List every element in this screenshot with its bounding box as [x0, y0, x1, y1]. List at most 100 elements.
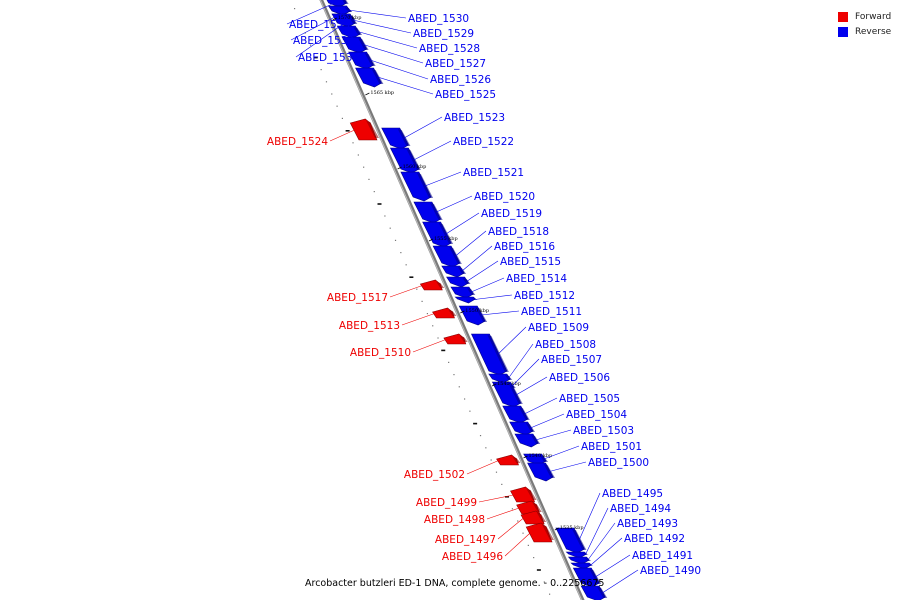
gene-block	[525, 522, 555, 543]
gene-label: ABED_1508	[535, 339, 596, 351]
gene-label: ABED_1526	[430, 74, 491, 86]
position-dot	[527, 544, 529, 546]
gene-label: ABED_1509	[528, 322, 589, 334]
gene-label: ABED_1500	[588, 457, 649, 469]
leader-line	[370, 59, 429, 80]
leader-line	[478, 494, 514, 503]
gene-block	[470, 333, 509, 376]
leader-line	[352, 19, 412, 34]
position-dot	[345, 130, 350, 132]
gene-label: ABED_1510	[350, 347, 411, 359]
gene-label: ABED_1524	[267, 136, 328, 148]
legend-reverse-label: Reverse	[855, 26, 892, 37]
gene-features	[326, 0, 608, 600]
leader-line	[578, 492, 601, 541]
kbp-tick: 1555 kbp	[428, 236, 458, 242]
position-dot	[533, 557, 535, 559]
gene-block	[443, 333, 468, 345]
gene-label: ABED_1522	[453, 136, 514, 148]
leader-line	[481, 310, 520, 316]
gene-block	[509, 421, 535, 436]
leader-line	[403, 116, 443, 139]
gene-block	[496, 454, 521, 466]
position-dot	[448, 361, 450, 363]
gene-label: ABED_1498	[424, 514, 485, 526]
leader-line	[515, 376, 548, 396]
gene-label: ABED_1516	[494, 241, 555, 253]
gene-label: ABED_1533	[289, 19, 350, 31]
position-dot	[453, 374, 455, 376]
reverse-swatch	[838, 26, 848, 37]
kbp-tick-label: 1545 kbp	[497, 381, 521, 387]
gene-label: ABED_1528	[419, 43, 480, 55]
position-dot	[469, 410, 471, 412]
gene-block	[331, 13, 358, 28]
leader-line	[535, 429, 572, 441]
gene-block	[520, 510, 547, 525]
position-dot	[517, 520, 519, 522]
gene-label: ABED_1523	[444, 112, 505, 124]
kbp-tick: 1540 kbp	[523, 453, 552, 459]
position-dot	[458, 386, 460, 388]
leader-line	[587, 522, 616, 561]
gene-label: ABED_1513	[339, 320, 400, 332]
gene-label: ABED_1503	[573, 425, 634, 437]
leader-line	[295, 17, 353, 58]
position-dot	[479, 435, 482, 437]
forward-swatch	[838, 11, 848, 22]
gene-label: ABED_1530	[408, 13, 469, 25]
leader-line	[461, 245, 493, 272]
gene-block	[502, 405, 530, 424]
gene-label: ABED_1520	[474, 191, 535, 203]
kbp-tick-label: 1565 kbp	[370, 90, 394, 96]
leader-line	[413, 140, 452, 161]
leader-line	[389, 285, 423, 298]
position-dot	[336, 105, 338, 107]
genome-caption: Arcobacter butzleri ED-1 DNA, complete g…	[305, 578, 605, 589]
gene-label: ABED_1505	[559, 393, 620, 405]
gene-label: ABED_1507	[541, 354, 602, 366]
leader-line	[424, 171, 462, 187]
gene-label: ABED_1501	[581, 441, 642, 453]
position-dot	[549, 593, 551, 595]
leader-line	[508, 343, 534, 379]
legend-forward-label: Forward	[855, 11, 892, 22]
position-dot	[490, 459, 492, 461]
kbp-tick: 1560 kbp	[397, 164, 426, 170]
leader-line	[377, 76, 434, 95]
gene-block	[570, 562, 594, 570]
gene-block	[432, 245, 462, 268]
gene-label: ABED_1492	[624, 533, 685, 545]
position-dot	[377, 203, 382, 205]
legend-forward: Forward	[838, 9, 891, 24]
gene-label: ABED_1504	[566, 409, 627, 421]
leader-line	[474, 294, 513, 300]
gene-label: ABED_1519	[481, 208, 542, 220]
leader-line	[357, 31, 418, 49]
gene-label: ABED_1490	[640, 565, 701, 577]
gene-block	[355, 67, 384, 88]
gene-block	[381, 127, 411, 150]
leader-line	[286, 0, 343, 25]
gene-block	[450, 286, 476, 299]
position-dot	[501, 483, 503, 485]
kbp-tick: 1570 kbp	[332, 15, 361, 21]
position-dot	[299, 20, 301, 22]
gene-label: ABED_1518	[488, 226, 549, 238]
genome-backbone	[319, 0, 585, 600]
leader-line	[329, 129, 355, 142]
position-dot	[309, 44, 312, 46]
position-dot	[409, 276, 414, 278]
kbp-tick: 1550 kbp	[460, 308, 489, 314]
leader-line	[497, 326, 527, 355]
position-dot	[432, 325, 434, 327]
leader-line	[497, 517, 524, 540]
gene-label: ABED_1527	[425, 58, 486, 70]
gene-block	[458, 305, 488, 326]
gene-block	[336, 25, 363, 39]
position-dot	[473, 422, 478, 425]
position-dot	[543, 581, 545, 583]
leader-line	[486, 507, 520, 520]
gene-block	[454, 296, 478, 304]
position-dot	[437, 337, 439, 339]
